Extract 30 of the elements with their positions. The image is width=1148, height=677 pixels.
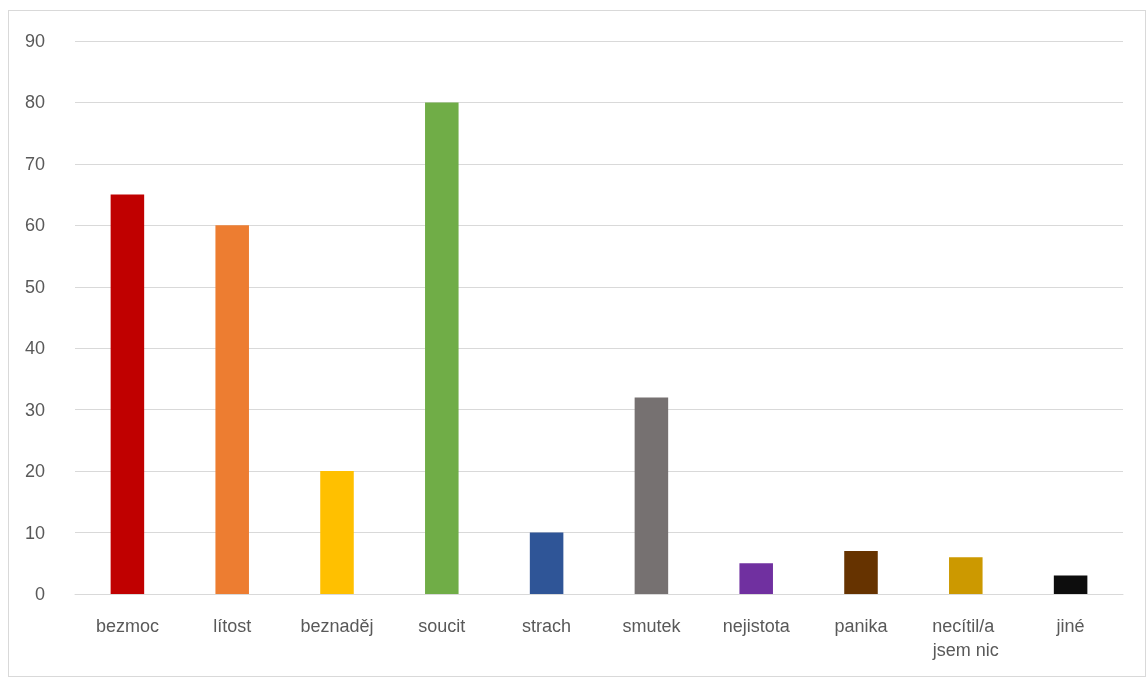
- bar: [844, 550, 878, 594]
- x-tick-label: lítost: [213, 616, 252, 636]
- x-tick-label: jiné: [1055, 616, 1085, 636]
- bar: [529, 532, 564, 594]
- y-tick-label: 0: [34, 584, 45, 604]
- y-tick-label: 40: [24, 338, 45, 359]
- y-tick-label: 10: [24, 522, 45, 543]
- x-tick-label: smutek: [622, 616, 682, 636]
- bar: [949, 557, 983, 594]
- bar: [425, 102, 459, 594]
- x-tick-label: bezmoc: [95, 616, 159, 636]
- x-tick-label: nejistota: [722, 616, 791, 636]
- x-tick-label: necítil/a jsem nic: [931, 616, 1000, 660]
- y-tick-label: 80: [24, 92, 45, 113]
- bar: [110, 194, 145, 594]
- x-tick-label: soucit: [418, 616, 466, 636]
- bar: [215, 225, 249, 594]
- bar: [739, 563, 773, 594]
- x-tick-label: strach: [522, 616, 572, 636]
- y-tick-label: 60: [24, 215, 45, 236]
- bar: [634, 397, 669, 594]
- x-tick-label: panika: [834, 616, 889, 636]
- x-tick-label: beznaděj: [300, 616, 374, 636]
- y-tick-label: 20: [24, 461, 45, 482]
- bar: [320, 471, 354, 594]
- y-tick-label: 30: [24, 399, 45, 420]
- y-tick-label: 70: [24, 153, 45, 174]
- y-tick-label: 90: [24, 31, 45, 51]
- bar: [1053, 575, 1088, 594]
- y-tick-label: 50: [24, 276, 45, 297]
